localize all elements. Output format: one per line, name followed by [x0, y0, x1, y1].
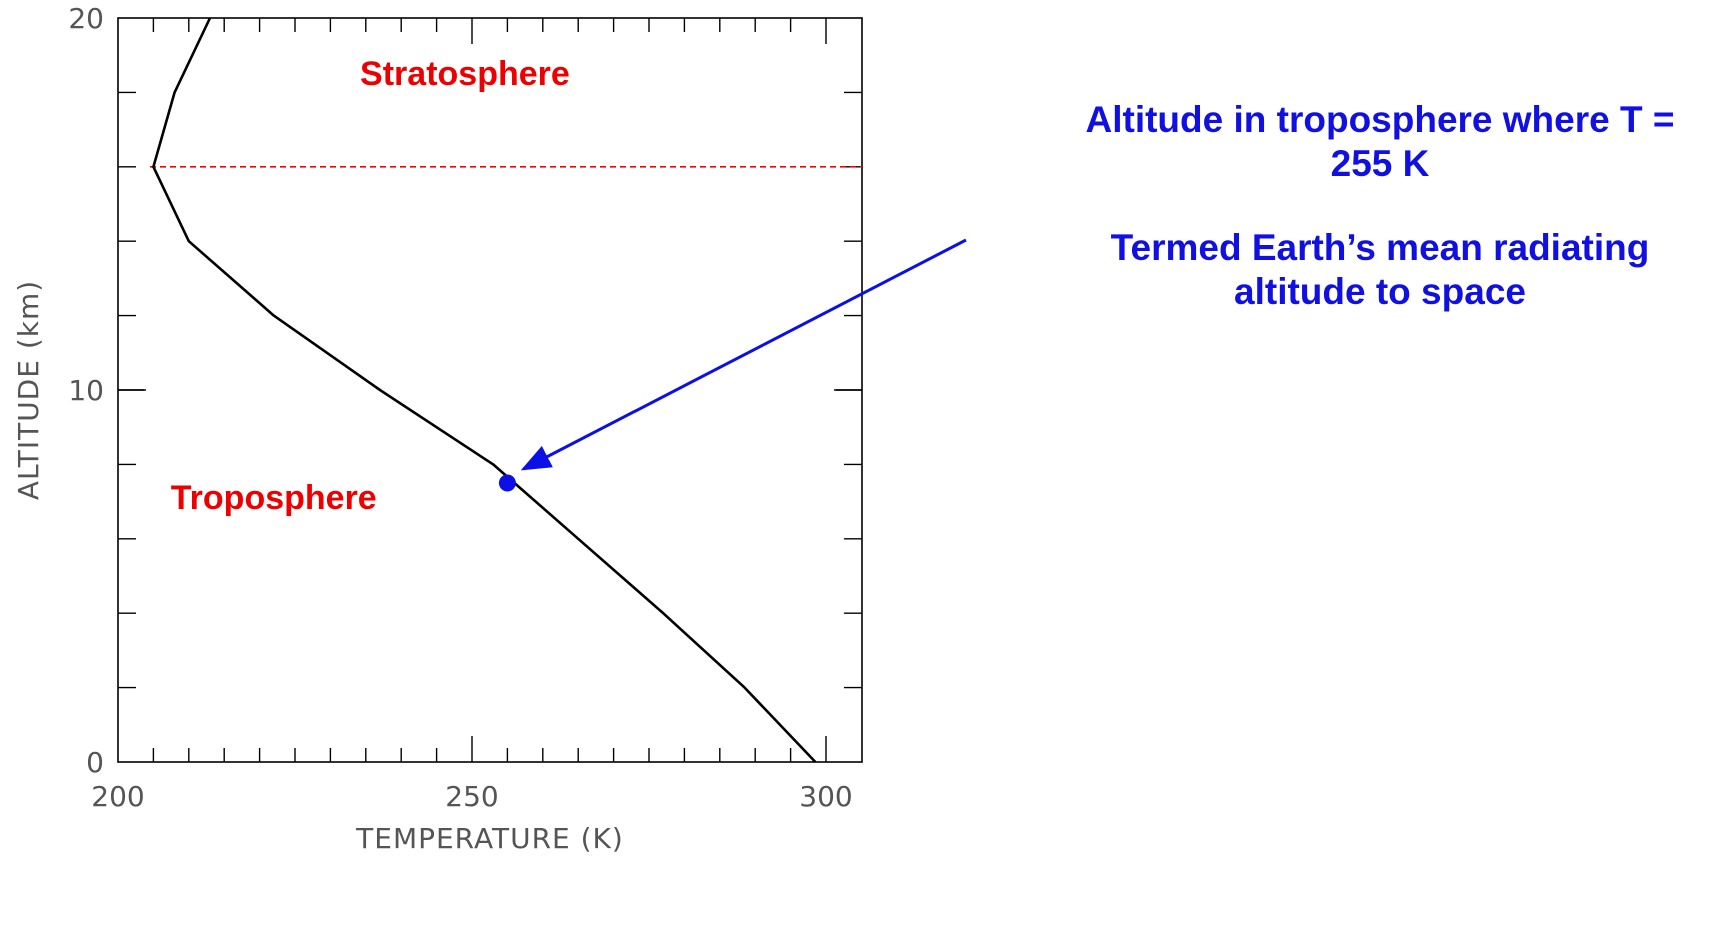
y-tick-label: 20 — [68, 2, 104, 35]
x-axis-title: TEMPERATURE (K) — [355, 822, 624, 855]
annotation-arrow — [520, 238, 967, 471]
y-axis-title: ALTITUDE (km) — [12, 280, 45, 500]
temperature-profile-line — [152, 17, 817, 763]
plot-area: 200 250 300 0 10 20 TEMPERATURE (K) ALTITUDE (k… — [12, 2, 967, 855]
stratosphere-label: Stratosphere — [360, 55, 570, 93]
y-tick-label: 10 — [68, 374, 104, 407]
y-tick-label: 0 — [86, 746, 104, 779]
plot-frame — [117, 17, 863, 763]
annotation-radiating-altitude: Altitude in troposphere where T = 255 K — [1085, 99, 1675, 184]
x-tick-label: 250 — [445, 780, 498, 813]
x-tick-label: 300 — [799, 780, 852, 813]
troposphere-label: Troposphere — [171, 479, 377, 517]
radiating-altitude-point — [498, 474, 516, 492]
annotation-mean-radiating-altitude: Termed Earth’s mean radiating altitude t… — [1110, 227, 1650, 312]
x-tick-label: 200 — [91, 780, 144, 813]
